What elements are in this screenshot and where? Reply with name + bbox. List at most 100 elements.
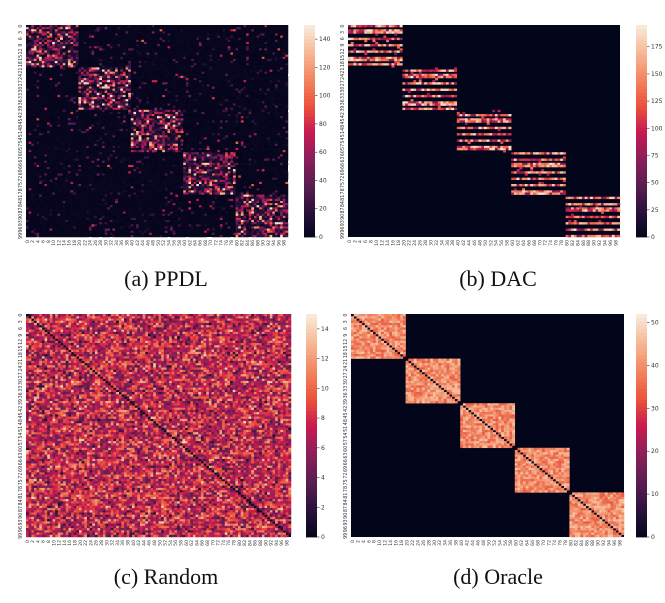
heatmap-cell xyxy=(33,101,37,104)
heatmap-cell xyxy=(125,133,129,136)
heatmap-cell xyxy=(41,50,45,53)
heatmap-cell xyxy=(133,61,137,64)
heatmap-cell xyxy=(191,54,194,58)
heatmap-cell xyxy=(183,44,187,47)
heatmap-cell xyxy=(117,54,121,58)
heatmap-cell xyxy=(75,37,79,41)
heatmap-cell xyxy=(44,101,48,104)
heatmap-cell xyxy=(99,103,103,106)
heatmap-cell xyxy=(62,84,66,87)
heatmap-cell xyxy=(277,103,281,106)
heatmap-cell xyxy=(149,111,153,115)
heatmap-cell xyxy=(73,116,77,119)
heatmap-cell xyxy=(227,116,231,119)
heatmap-cell xyxy=(243,48,247,51)
heatmap-cell xyxy=(209,69,213,72)
heatmap-cell xyxy=(115,75,118,79)
heatmap-cell xyxy=(243,50,247,53)
heatmap-cell xyxy=(191,44,194,47)
heatmap-cell xyxy=(57,118,61,121)
heatmap-cell xyxy=(104,71,108,75)
heatmap-cell xyxy=(39,73,42,77)
heatmap-cell xyxy=(52,44,56,47)
heatmap-cell xyxy=(159,73,163,77)
heatmap-cell xyxy=(272,137,276,140)
heatmap-cell xyxy=(246,37,249,41)
heatmap-cell xyxy=(191,109,194,113)
heatmap-cell xyxy=(133,54,137,58)
heatmap-cell xyxy=(109,82,113,85)
heatmap-cell xyxy=(267,120,270,123)
heatmap-cell xyxy=(36,109,40,113)
heatmap-cell xyxy=(172,103,176,106)
heatmap-cell xyxy=(282,58,286,62)
heatmap-cell xyxy=(128,128,132,132)
heatmap-cell xyxy=(274,69,278,72)
heatmap-cell xyxy=(39,25,42,28)
heatmap-cell xyxy=(206,31,210,34)
heatmap-cell xyxy=(183,58,187,62)
heatmap-cell xyxy=(73,50,77,53)
heatmap-cell xyxy=(214,27,218,30)
heatmap-cell xyxy=(94,56,97,60)
heatmap-cell xyxy=(149,124,153,128)
heatmap-cell xyxy=(201,99,205,102)
heatmap-cell xyxy=(280,41,284,45)
heatmap-cell xyxy=(243,25,247,28)
heatmap-cell xyxy=(159,84,163,87)
heatmap-cell xyxy=(88,86,92,89)
heatmap-cell xyxy=(269,86,273,89)
heatmap-cell xyxy=(261,86,265,89)
heatmap-cell xyxy=(282,29,286,32)
heatmap-cell xyxy=(46,137,50,140)
heatmap-cell xyxy=(164,118,168,121)
heatmap-cell xyxy=(146,84,150,87)
heatmap-cell xyxy=(112,126,116,130)
heatmap-cell xyxy=(78,101,82,104)
heatmap-cell xyxy=(125,27,129,30)
heatmap-cell xyxy=(96,139,100,142)
heatmap-cell xyxy=(101,97,105,100)
heatmap-cell xyxy=(94,103,97,106)
heatmap-cell xyxy=(235,61,239,64)
heatmap-cell xyxy=(277,118,281,121)
heatmap-cell xyxy=(285,103,289,106)
heatmap-cell xyxy=(164,137,168,140)
heatmap-cell xyxy=(31,69,35,72)
heatmap-cell xyxy=(219,103,223,106)
heatmap-cell xyxy=(251,35,255,38)
heatmap-cell xyxy=(83,114,87,117)
heatmap-cell xyxy=(44,50,48,53)
heatmap-cell xyxy=(36,41,40,45)
heatmap-cell xyxy=(206,41,210,45)
heatmap-cell xyxy=(149,50,153,53)
heatmap-cell xyxy=(217,126,221,130)
heatmap-cell xyxy=(99,116,103,119)
heatmap-cell xyxy=(57,56,61,60)
heatmap-cell xyxy=(240,99,244,102)
heatmap-cell xyxy=(209,80,213,83)
heatmap-cell xyxy=(282,139,286,142)
heatmap-cell xyxy=(60,44,63,47)
heatmap-cell xyxy=(57,37,61,41)
heatmap-cell xyxy=(115,52,118,55)
heatmap-cell xyxy=(251,73,255,77)
heatmap-cell xyxy=(261,52,265,55)
heatmap-cell xyxy=(177,29,181,32)
heatmap-cell xyxy=(251,139,255,142)
heatmap-cell xyxy=(167,39,171,43)
heatmap-cell xyxy=(33,71,37,75)
heatmap-cell xyxy=(115,86,118,89)
heatmap-cell xyxy=(238,73,242,77)
heatmap-cell xyxy=(269,124,273,128)
heatmap-cell xyxy=(188,31,192,34)
heatmap-cell xyxy=(240,92,244,96)
heatmap-cell xyxy=(70,114,74,117)
heatmap-cell xyxy=(261,35,265,38)
heatmap-cell xyxy=(170,31,173,34)
heatmap-cell xyxy=(94,120,97,123)
heatmap-cell xyxy=(75,97,79,100)
heatmap-cell xyxy=(264,84,268,87)
heatmap-cell xyxy=(259,82,263,85)
heatmap-cell xyxy=(188,137,192,140)
